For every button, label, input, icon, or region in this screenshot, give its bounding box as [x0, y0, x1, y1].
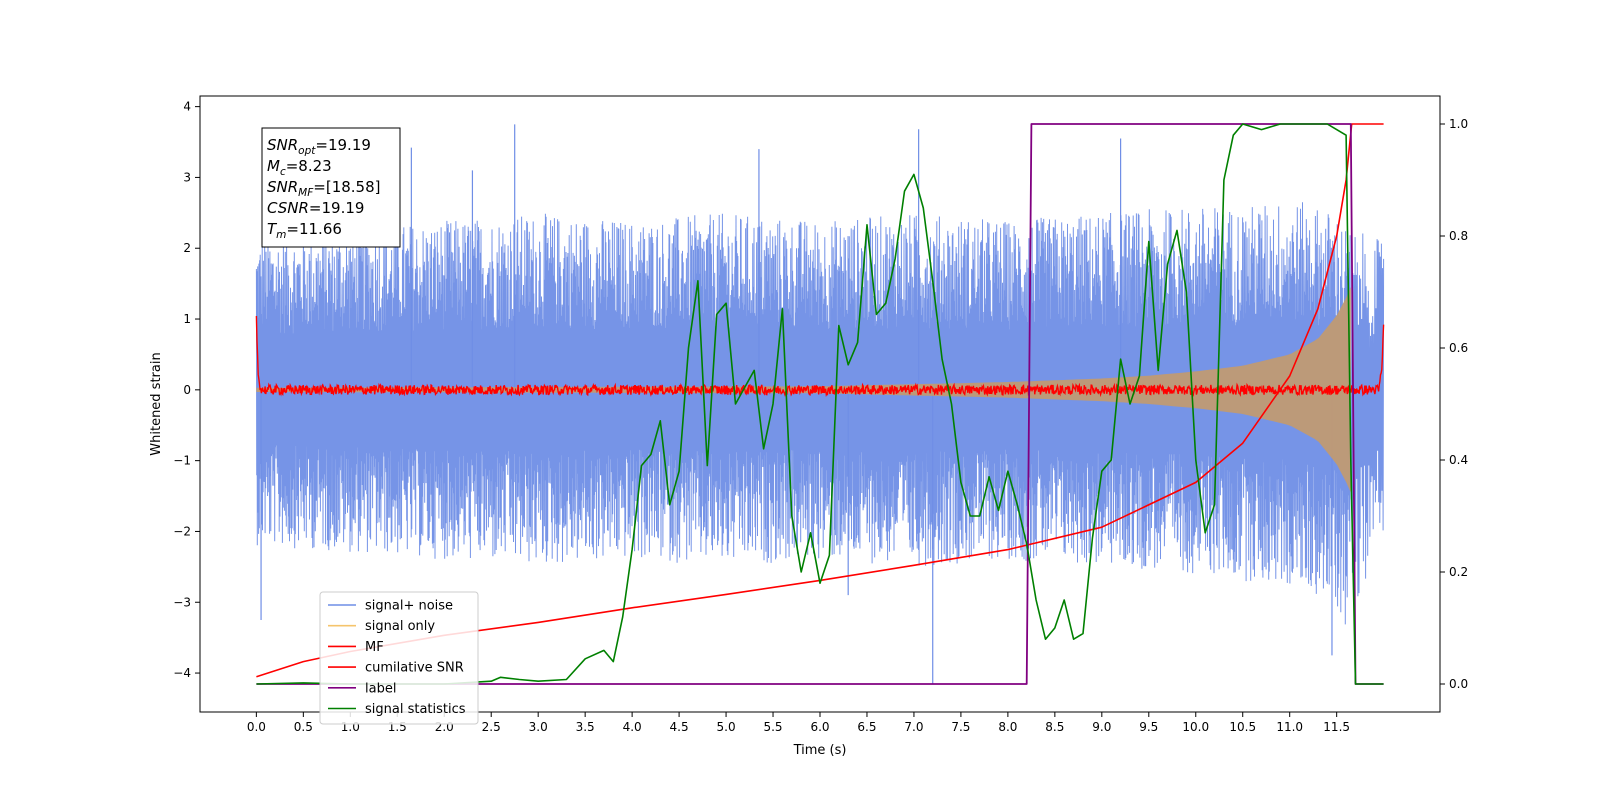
y-tick-label: −3	[173, 595, 191, 609]
annotation-frame	[261, 127, 401, 248]
annotation-line: Tm=11.66	[267, 220, 342, 241]
x-tick-label: 9.0	[1092, 720, 1111, 734]
x-tick-label: 5.5	[763, 720, 782, 734]
y2-tick-label: 0.6	[1449, 341, 1468, 355]
x-tick-label: 5.0	[717, 720, 736, 734]
x-axis: 0.0 0.5 1.0 1.5 2.0 2.5 3.0 3.5 4.0 4.5 5.0 5.5 6.0 6…	[247, 712, 1350, 734]
annotation-line: CSNR=19.19	[267, 199, 364, 217]
x-tick-label: 3.0	[529, 720, 548, 734]
x-tick-label: 10.0	[1182, 720, 1209, 734]
legend-label: signal statistics	[365, 702, 466, 717]
x-tick-label: 8.5	[1045, 720, 1064, 734]
x-tick-label: 7.5	[951, 720, 970, 734]
y-tick-label: 4	[183, 100, 191, 114]
x-tick-label: 11.0	[1276, 720, 1303, 734]
legend-frame	[319, 591, 479, 725]
legend-label: signal+ noise	[365, 599, 453, 614]
x-tick-label: 4.5	[670, 720, 689, 734]
annotation-line: SNRopt=19.19	[267, 136, 371, 157]
legend-label: signal only	[365, 619, 435, 634]
x-axis-label: Time (s)	[793, 743, 847, 758]
x-tick-label: 11.5	[1323, 720, 1350, 734]
legend-label: label	[365, 681, 396, 696]
legend-label: cumilative SNR	[365, 661, 464, 676]
annotation-line: SNRMF=[18.58]	[267, 178, 381, 199]
y-tick-label: −2	[173, 524, 191, 538]
series-signal-noise-line	[255, 202, 1385, 625]
x-tick-label: 10.5	[1229, 720, 1256, 734]
y2-tick-label: 0.8	[1449, 229, 1468, 243]
y-tick-label: 0	[183, 383, 191, 397]
annotation-line: Mc=8.23	[267, 157, 332, 178]
series-layer	[255, 123, 1385, 685]
y2-tick-label: 0.0	[1449, 677, 1468, 691]
x-tick-label: 6.0	[810, 720, 829, 734]
y-axis-right: 1.0 0.8 0.6 0.4 0.2 0.0	[1440, 117, 1468, 691]
y2-tick-label: 0.2	[1449, 565, 1468, 579]
annotation-box: SNRopt=19.19Mc=8.23SNRMF=[18.58]CSNR=19.…	[261, 127, 401, 248]
x-tick-label: 8.0	[998, 720, 1017, 734]
signal-noise-spikes	[260, 124, 1333, 684]
y-tick-label: 3	[183, 170, 191, 184]
legend: signal+ noise signal only MF cumilative SNR…	[319, 591, 479, 725]
y-tick-label: 2	[183, 241, 191, 255]
y-axis-left: 4 3 2 1 0 −1 −2 −3 −4	[173, 100, 200, 680]
x-tick-label: 0.0	[247, 720, 266, 734]
x-tick-label: 3.5	[576, 720, 595, 734]
y-tick-label: −4	[173, 666, 191, 680]
y-tick-label: 1	[183, 312, 191, 326]
y2-tick-label: 0.4	[1449, 453, 1468, 467]
x-tick-label: 0.5	[294, 720, 313, 734]
x-tick-label: 6.5	[857, 720, 876, 734]
y-axis-label: Whitened strain	[149, 352, 164, 455]
x-tick-label: 4.0	[623, 720, 642, 734]
series-signal-statistics-line	[256, 123, 1384, 685]
x-tick-label: 7.0	[904, 720, 923, 734]
y-tick-label: −1	[173, 454, 191, 468]
y2-tick-label: 1.0	[1449, 117, 1468, 131]
legend-label: MF	[365, 640, 384, 655]
series-mf-line	[255, 315, 1385, 398]
x-tick-label: 2.5	[482, 720, 501, 734]
x-tick-label: 9.5	[1139, 720, 1158, 734]
